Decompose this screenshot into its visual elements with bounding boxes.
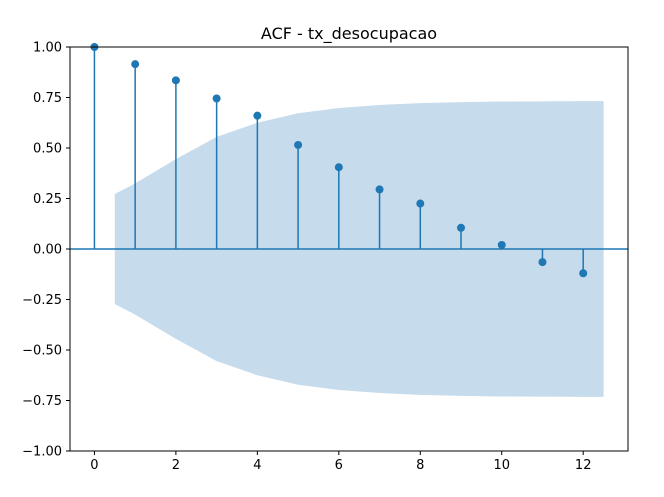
- x-tick-label: 0: [90, 458, 98, 473]
- stem-marker: [294, 140, 303, 149]
- stem-marker: [334, 163, 343, 172]
- y-tick-label: 0.50: [33, 142, 62, 157]
- y-tick-label: −0.25: [22, 293, 62, 308]
- y-tick-label: −0.50: [22, 344, 62, 359]
- stem-marker: [416, 199, 425, 208]
- stem-marker: [171, 76, 180, 85]
- stem-marker: [497, 240, 506, 249]
- stem-marker: [212, 94, 221, 103]
- stem-marker: [253, 111, 262, 120]
- x-tick-label: 2: [172, 458, 180, 473]
- stem-layer: [90, 43, 588, 278]
- stem-marker: [375, 185, 384, 194]
- chart-title: ACF - tx_desocupacao: [261, 24, 437, 44]
- y-tick-label: 1.00: [33, 41, 62, 56]
- y-tick-label: 0.75: [33, 91, 62, 106]
- x-tick-label: 8: [416, 458, 424, 473]
- y-tick-label: −1.00: [22, 445, 62, 460]
- y-tick-label: −0.75: [22, 394, 62, 409]
- stem-marker: [131, 60, 140, 69]
- x-tick-label: 4: [253, 458, 261, 473]
- y-tick-label: 0.00: [33, 243, 62, 258]
- y-tick-label: 0.25: [33, 192, 62, 207]
- x-tick-label: 10: [493, 458, 510, 473]
- x-tick-label: 12: [575, 458, 592, 473]
- stem-marker: [579, 269, 588, 278]
- stem-marker: [538, 258, 547, 267]
- x-axis: 0 2 4 6 8 10 12: [90, 451, 591, 473]
- stem-marker: [457, 223, 466, 232]
- x-tick-label: 6: [335, 458, 343, 473]
- y-axis: −1.00 −0.75 −0.50 −0.25 0.00 0.25 0.50 0.75 1.00: [22, 41, 70, 460]
